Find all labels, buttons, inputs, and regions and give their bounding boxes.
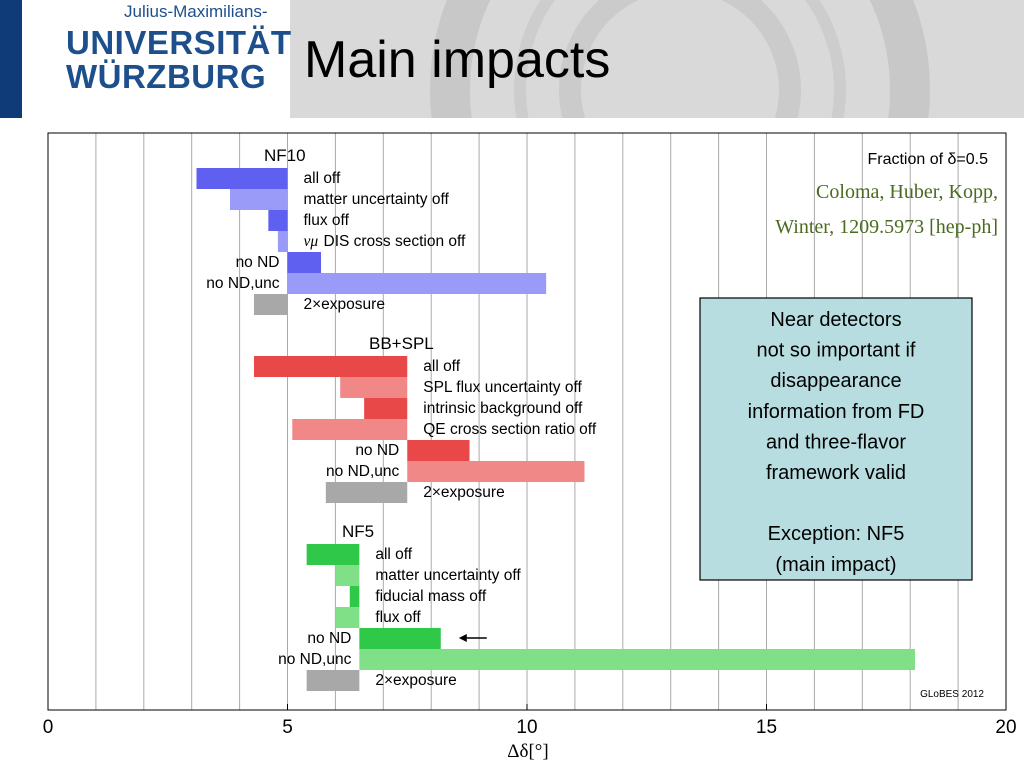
callout-line: not so important if [757,340,916,362]
bar [325,482,408,503]
bar-label: SPL flux uncertainty off [423,379,582,396]
logo-bar [0,0,22,118]
logo-area: Julius-Maximilians- UNIVERSITÄT WÜRZBURG [0,0,292,118]
bar [287,273,547,294]
callout-line: and three-flavor [766,431,906,453]
bar [277,231,288,252]
bar [407,440,470,461]
bar [359,649,915,670]
bar-label: no ND [236,254,280,271]
group-title: NF5 [342,522,374,541]
bar [340,377,408,398]
bar [335,607,360,628]
chart-labels: NF10 all off matter uncertainty off flux of… [206,146,597,689]
bar-label: fiducial mass off [375,588,487,605]
bar [287,252,322,273]
chart-bars [196,168,915,691]
bar-label: no ND [355,442,399,459]
citation-line-1: Coloma, Huber, Kopp, [816,181,998,203]
bar [306,544,360,565]
bar-label: no ND,unc [206,275,279,292]
bar-label: matter uncertainty off [375,567,521,584]
slide-header: Julius-Maximilians- UNIVERSITÄT WÜRZBURG… [0,0,1024,118]
bar-label: 2×exposure [423,484,504,501]
callout-line: framework valid [766,462,906,484]
bar [292,419,408,440]
logo-line-2: WÜRZBURG [66,58,267,95]
bar-label: intrinsic background off [423,400,583,417]
bar [306,670,360,691]
callout-line: (main impact) [775,554,896,576]
group-title: NF10 [264,146,306,165]
bar-label: no ND,unc [278,651,351,668]
x-axis-label: Δδ[°] [507,741,548,762]
callout-line: Exception: NF5 [768,523,905,545]
bar-label: all off [423,358,460,375]
bar-label: no ND [307,630,351,647]
callout-line: disappearance [770,370,901,392]
university-seal-watermark [430,0,930,118]
bar [359,628,441,649]
bar-label: flux off [304,212,350,229]
callout-line: information from FD [748,401,925,423]
x-tick-label: 20 [995,717,1016,738]
bar-label: all off [375,546,412,563]
bar-label-prefix: νμ [304,233,319,250]
x-tick-label: 0 [43,717,54,738]
callout-text: Near detectors not so important if disappe… [748,309,925,576]
bar-label: flux off [375,609,421,626]
bar-label: QE cross section ratio off [423,421,597,438]
group-title: BB+SPL [369,334,434,353]
logo-line-1: UNIVERSITÄT [66,24,292,61]
bar-label: DIS cross section off [324,233,467,250]
impact-chart: NF10 all off matter uncertainty off flux of… [43,132,1017,762]
bar-label: matter uncertainty off [304,191,450,208]
arrow-head [458,634,467,642]
bar [335,565,360,586]
x-tick-label: 10 [516,717,537,738]
bar-label: 2×exposure [375,672,456,689]
bar [349,586,360,607]
bar [230,189,288,210]
bar [253,294,288,315]
fraction-label: Fraction of δ=0.5 [867,151,988,168]
logo-top-text: Julius-Maximilians- [124,2,268,21]
bar [268,210,288,231]
bar [407,461,585,482]
x-axis-ticks: 0 5 10 15 20 [43,704,1017,738]
callout-box: Near detectors not so important if disappe… [699,297,973,581]
x-tick-label: 5 [282,717,293,738]
bar-label: all off [304,170,341,187]
callout-background [699,297,973,581]
callout-line: Near detectors [770,309,901,331]
x-tick-label: 15 [756,717,777,738]
bar-label: 2×exposure [304,296,385,313]
slide-title: Main impacts [304,31,611,89]
globes-watermark: GLoBES 2012 [920,689,984,700]
bar [364,398,408,419]
bar [196,168,288,189]
bar [253,356,408,377]
citation-line-2: Winter, 1209.5973 [hep-ph] [775,216,998,238]
bar-label: no ND,unc [326,463,399,480]
